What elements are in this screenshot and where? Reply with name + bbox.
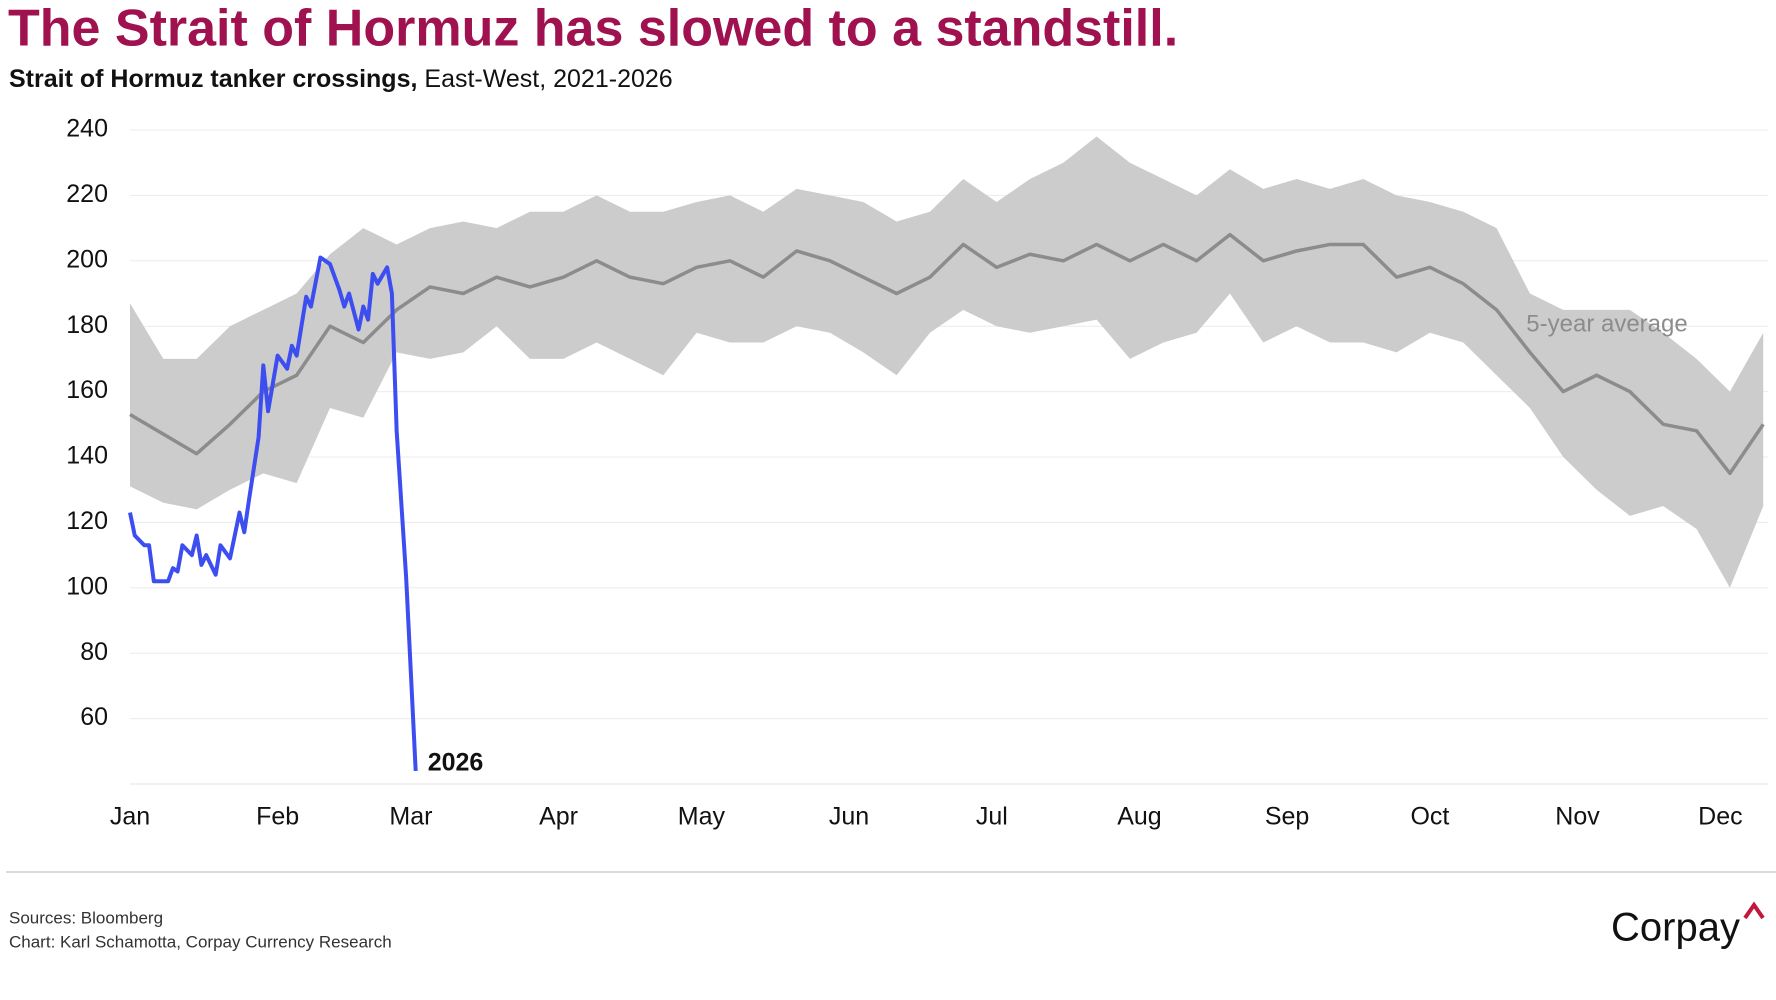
plot-area: 60 80 100 120 140 160 180 200 220 240 Jan Feb Mar Apr… (66, 115, 1768, 831)
y-tick-label: 180 (66, 311, 108, 339)
x-tick-label: Mar (389, 803, 432, 831)
x-tick-label: Nov (1555, 803, 1600, 831)
y-tick-label: 240 (66, 115, 108, 143)
logo-caret (1743, 901, 1765, 920)
y-tick-label: 200 (66, 245, 108, 273)
y-tick-label: 140 (66, 442, 108, 470)
x-tick-label: Dec (1698, 803, 1742, 831)
y-tick-label: 220 (66, 180, 108, 208)
x-tick-label: Oct (1410, 803, 1449, 831)
footer-sources: Sources: Bloomberg (9, 908, 163, 927)
y-tick-label: 80 (80, 638, 108, 666)
x-tick-label: Sep (1265, 803, 1309, 831)
x-tick-label: Jul (976, 803, 1008, 831)
series-line (128, 255, 418, 772)
x-tick-label: Jun (829, 803, 869, 831)
x-tick-label: Feb (256, 803, 299, 831)
logo: Corpay (1611, 906, 1740, 950)
y-tick-label: 120 (66, 507, 108, 535)
subtitle: East-West, 2021-2026 (424, 65, 672, 93)
series-line (129, 232, 1765, 476)
chart-subtitle: Strait of Hormuz tanker crossings, East-… (9, 65, 673, 93)
chart-title: The Strait of Hormuz has slowed to a sta… (8, 0, 1178, 58)
series-label: 5-year average (1526, 310, 1687, 337)
y-tick-label: 100 (66, 572, 108, 600)
footer-credit: Chart: Karl Schamotta, Corpay Currency R… (9, 932, 392, 951)
series-label: 2026 (428, 749, 484, 777)
x-tick-label: Aug (1117, 803, 1161, 831)
range-band (130, 136, 1764, 588)
y-tick-label: 60 (80, 703, 108, 731)
x-tick-label: Jan (110, 803, 150, 831)
x-tick-label: May (678, 803, 726, 831)
x-tick-label: Apr (539, 803, 578, 831)
y-tick-label: 160 (66, 376, 108, 404)
subtitle-lead: Strait of Hormuz tanker crossings, (9, 65, 417, 93)
